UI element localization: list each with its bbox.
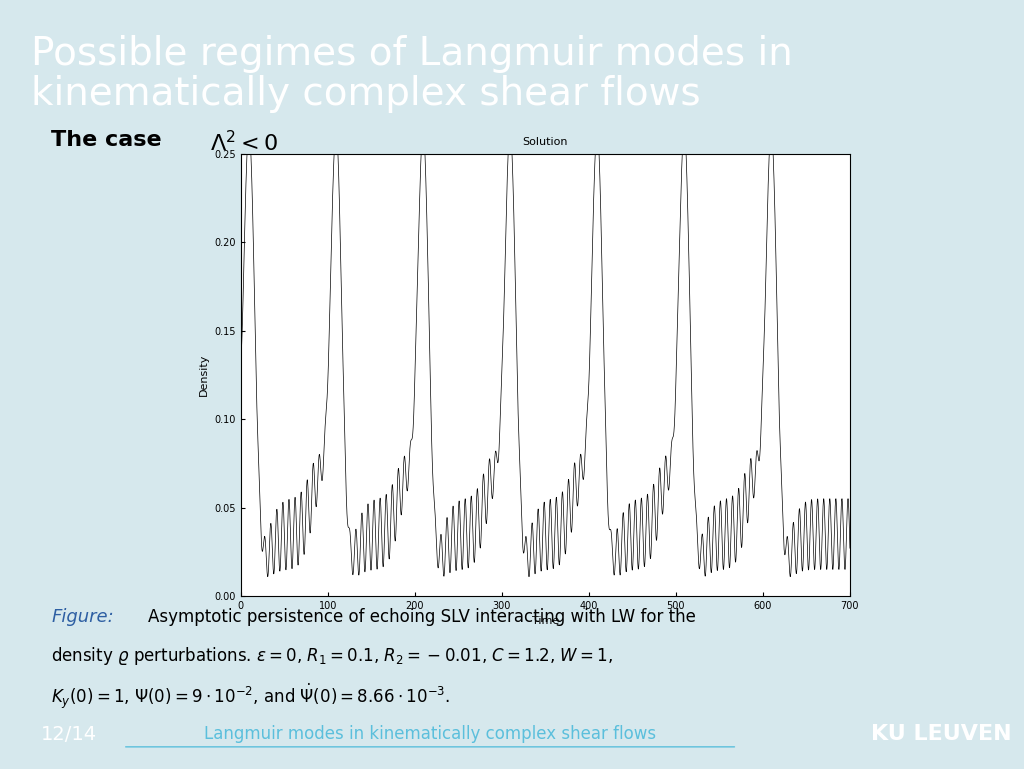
Text: $\Lambda^2 < 0$: $\Lambda^2 < 0$ [210, 130, 278, 155]
Text: Asymptotic persistence of echoing SLV interacting with LW for the: Asymptotic persistence of echoing SLV in… [148, 608, 696, 626]
Text: Possible regimes of Langmuir modes in: Possible regimes of Langmuir modes in [31, 35, 793, 73]
Text: The case: The case [51, 130, 170, 150]
Text: KU LEUVEN: KU LEUVEN [870, 724, 1012, 744]
Text: kinematically complex shear flows: kinematically complex shear flows [31, 75, 700, 113]
Y-axis label: Density: Density [199, 354, 209, 396]
Text: $K_y(0) = 1$, $\Psi(0) = 9 \cdot 10^{-2}$, and $\dot{\Psi}(0) = 8.66 \cdot 10^{-: $K_y(0) = 1$, $\Psi(0) = 9 \cdot 10^{-2}… [51, 682, 451, 711]
Text: Figure:: Figure: [51, 608, 114, 626]
Text: 12/14: 12/14 [41, 725, 97, 744]
Title: Solution: Solution [522, 138, 568, 148]
Text: density $\varrho$ perturbations. $\varepsilon = 0$, $R_1 = 0.1$, $R_2 = -0.01$, : density $\varrho$ perturbations. $\varep… [51, 644, 613, 667]
Text: Langmuir modes in kinematically complex shear flows: Langmuir modes in kinematically complex … [204, 725, 656, 744]
X-axis label: Time: Time [531, 617, 559, 627]
